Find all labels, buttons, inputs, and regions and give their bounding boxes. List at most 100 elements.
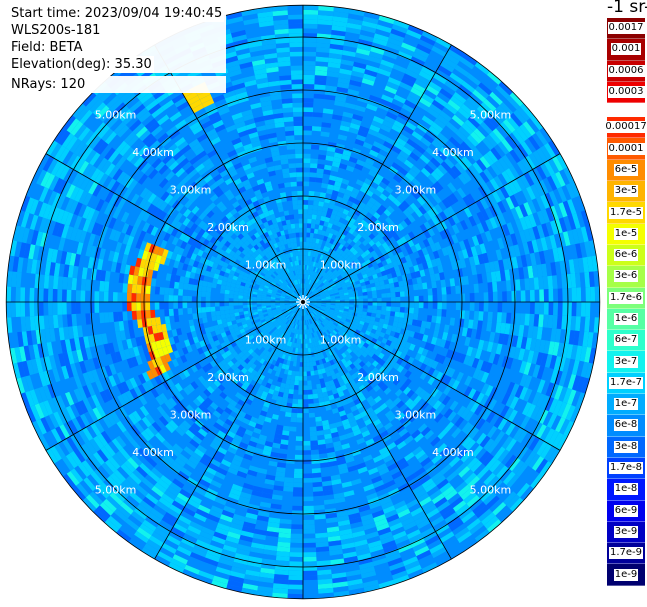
range-bin [347, 286, 353, 290]
range-bin [191, 302, 197, 308]
range-bin [297, 274, 300, 280]
range-bin [180, 327, 187, 335]
range-bin [400, 256, 407, 264]
range-bin [233, 326, 240, 333]
range-bin [194, 370, 202, 379]
range-bin [324, 274, 330, 279]
range-bin [384, 185, 394, 194]
range-bin [344, 189, 352, 197]
range-bin [258, 314, 264, 319]
range-bin [432, 330, 440, 338]
range-bin [343, 323, 349, 328]
range-bin [387, 193, 397, 203]
range-bin [352, 187, 360, 195]
range-bin [244, 337, 251, 343]
range-bin [350, 444, 360, 452]
range-bin [340, 280, 346, 285]
range-bin [310, 375, 316, 381]
range-bin [326, 269, 331, 275]
range-bin [352, 243, 359, 250]
range-bin [245, 280, 251, 285]
range-bin [303, 399, 309, 404]
range-bin [340, 272, 346, 277]
range-bin [291, 276, 295, 281]
range-bin [291, 228, 296, 234]
range-bin [174, 373, 183, 383]
range-bin [166, 250, 174, 259]
range-bin [389, 267, 396, 274]
range-bin [290, 412, 298, 418]
range-bin [298, 380, 303, 386]
range-bin [356, 159, 366, 167]
range-bin [324, 164, 332, 171]
range-bin [295, 347, 299, 353]
range-bin [316, 210, 323, 216]
range-bin [232, 335, 239, 342]
range-bin [460, 293, 466, 302]
range-bin [238, 261, 245, 268]
range-bin [209, 341, 217, 349]
range-bin [323, 273, 328, 278]
range-bin [225, 268, 231, 274]
range-bin [274, 322, 279, 327]
range-bin [205, 302, 211, 308]
range-bin [262, 343, 268, 349]
range-bin [268, 322, 273, 327]
range-bin [307, 343, 311, 349]
range-bin [224, 200, 233, 209]
range-bin [289, 172, 297, 178]
range-bin [150, 341, 158, 351]
range-bin [278, 235, 283, 242]
range-bin [316, 304, 322, 306]
range-bin [364, 418, 373, 426]
range-bin [235, 430, 245, 438]
range-bin [328, 379, 335, 386]
range-bin [316, 430, 324, 436]
range-bin [353, 220, 361, 227]
range-bin [402, 406, 412, 416]
range-bin [285, 407, 292, 413]
range-bin [294, 218, 299, 224]
range-bin [299, 357, 303, 363]
range-bin [385, 232, 393, 240]
range-bin [362, 325, 368, 331]
range-bin [250, 180, 259, 188]
range-bin [313, 370, 319, 376]
range-bin [281, 244, 286, 250]
range-bin [303, 464, 312, 469]
range-bin [381, 376, 390, 384]
range-bin [173, 350, 181, 359]
range-bin [260, 272, 266, 277]
range-bin [294, 144, 303, 150]
range-bin [339, 329, 345, 335]
range-bin [221, 438, 232, 447]
range-bin [338, 380, 346, 387]
range-bin [227, 222, 235, 230]
range-bin [353, 377, 361, 384]
range-bin [269, 315, 275, 319]
range-bin [469, 284, 475, 294]
range-bin [395, 170, 406, 180]
range-bin [259, 187, 268, 194]
range-bin [396, 380, 404, 389]
range-bin [267, 245, 273, 252]
range-bin [410, 325, 417, 332]
range-bin [292, 318, 296, 324]
range-bin [358, 275, 364, 281]
range-bin [317, 243, 322, 250]
range-bin [170, 274, 176, 282]
range-bin [343, 423, 352, 430]
range-bin [257, 308, 263, 312]
range-bin [318, 154, 327, 160]
range-bin [408, 330, 415, 338]
range-bin [392, 241, 400, 249]
range-bin [307, 302, 313, 304]
range-bin [309, 292, 314, 296]
range-bin [338, 276, 344, 282]
range-bin [206, 417, 216, 426]
range-bin [161, 323, 167, 332]
range-bin [289, 304, 295, 307]
range-bin [188, 413, 198, 423]
range-bin [238, 219, 246, 227]
range-bin [318, 288, 323, 292]
